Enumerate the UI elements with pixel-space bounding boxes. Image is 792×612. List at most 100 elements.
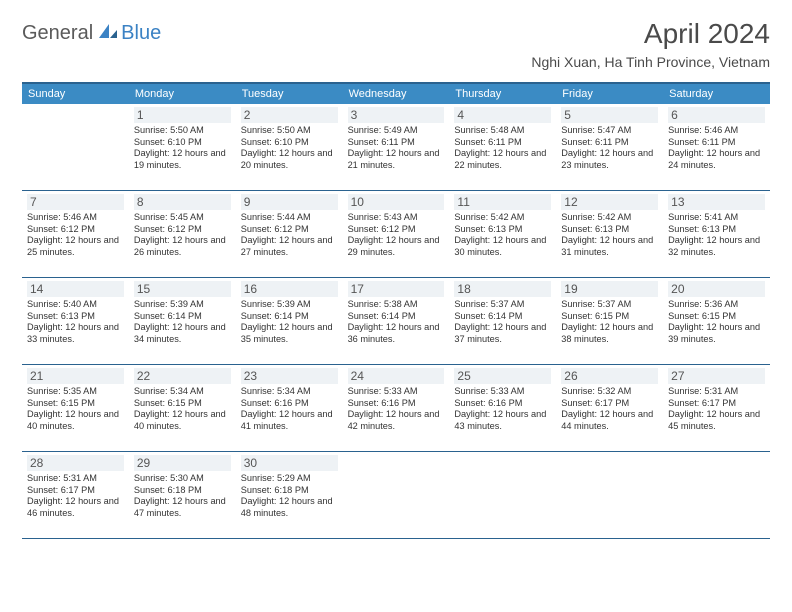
day-cell: 7Sunrise: 5:46 AMSunset: 6:12 PMDaylight…	[22, 191, 129, 277]
daylight-line: Daylight: 12 hours and 27 minutes.	[241, 235, 338, 258]
sunset-line: Sunset: 6:17 PM	[561, 398, 658, 410]
sunrise-line: Sunrise: 5:29 AM	[241, 473, 338, 485]
day-number: 1	[134, 107, 231, 123]
day-cell: 14Sunrise: 5:40 AMSunset: 6:13 PMDayligh…	[22, 278, 129, 364]
weeks-container: 1Sunrise: 5:50 AMSunset: 6:10 PMDaylight…	[22, 104, 770, 539]
week-row: 7Sunrise: 5:46 AMSunset: 6:12 PMDaylight…	[22, 191, 770, 278]
day-number: 23	[241, 368, 338, 384]
logo-text-general: General	[22, 22, 93, 45]
day-cell: 17Sunrise: 5:38 AMSunset: 6:14 PMDayligh…	[343, 278, 450, 364]
sunrise-line: Sunrise: 5:39 AM	[241, 299, 338, 311]
day-cell: 28Sunrise: 5:31 AMSunset: 6:17 PMDayligh…	[22, 452, 129, 538]
daylight-line: Daylight: 12 hours and 41 minutes.	[241, 409, 338, 432]
sunrise-line: Sunrise: 5:47 AM	[561, 125, 658, 137]
day-cell: 22Sunrise: 5:34 AMSunset: 6:15 PMDayligh…	[129, 365, 236, 451]
sunrise-line: Sunrise: 5:36 AM	[668, 299, 765, 311]
day-number: 22	[134, 368, 231, 384]
sunrise-line: Sunrise: 5:42 AM	[561, 212, 658, 224]
daylight-line: Daylight: 12 hours and 47 minutes.	[134, 496, 231, 519]
day-header: Sunday	[22, 84, 129, 104]
daylight-line: Daylight: 12 hours and 19 minutes.	[134, 148, 231, 171]
sunrise-line: Sunrise: 5:39 AM	[134, 299, 231, 311]
sunrise-line: Sunrise: 5:30 AM	[134, 473, 231, 485]
daylight-line: Daylight: 12 hours and 31 minutes.	[561, 235, 658, 258]
day-number: 9	[241, 194, 338, 210]
day-cell: 2Sunrise: 5:50 AMSunset: 6:10 PMDaylight…	[236, 104, 343, 190]
sunrise-line: Sunrise: 5:43 AM	[348, 212, 445, 224]
day-cell: 27Sunrise: 5:31 AMSunset: 6:17 PMDayligh…	[663, 365, 770, 451]
sunset-line: Sunset: 6:16 PM	[348, 398, 445, 410]
day-cell: 10Sunrise: 5:43 AMSunset: 6:12 PMDayligh…	[343, 191, 450, 277]
week-row: 1Sunrise: 5:50 AMSunset: 6:10 PMDaylight…	[22, 104, 770, 191]
sunset-line: Sunset: 6:15 PM	[27, 398, 124, 410]
day-number: 6	[668, 107, 765, 123]
sunset-line: Sunset: 6:18 PM	[134, 485, 231, 497]
day-cell: 3Sunrise: 5:49 AMSunset: 6:11 PMDaylight…	[343, 104, 450, 190]
sunrise-line: Sunrise: 5:44 AM	[241, 212, 338, 224]
daylight-line: Daylight: 12 hours and 26 minutes.	[134, 235, 231, 258]
day-number: 26	[561, 368, 658, 384]
sunrise-line: Sunrise: 5:38 AM	[348, 299, 445, 311]
day-cell: 29Sunrise: 5:30 AMSunset: 6:18 PMDayligh…	[129, 452, 236, 538]
daylight-line: Daylight: 12 hours and 39 minutes.	[668, 322, 765, 345]
day-cell	[343, 452, 450, 538]
day-number: 21	[27, 368, 124, 384]
daylight-line: Daylight: 12 hours and 25 minutes.	[27, 235, 124, 258]
sunrise-line: Sunrise: 5:32 AM	[561, 386, 658, 398]
sunrise-line: Sunrise: 5:46 AM	[668, 125, 765, 137]
sunset-line: Sunset: 6:13 PM	[454, 224, 551, 236]
day-number: 8	[134, 194, 231, 210]
day-number: 2	[241, 107, 338, 123]
daylight-line: Daylight: 12 hours and 40 minutes.	[134, 409, 231, 432]
logo: General Blue	[22, 18, 161, 45]
day-cell: 13Sunrise: 5:41 AMSunset: 6:13 PMDayligh…	[663, 191, 770, 277]
daylight-line: Daylight: 12 hours and 23 minutes.	[561, 148, 658, 171]
sunrise-line: Sunrise: 5:34 AM	[134, 386, 231, 398]
sunset-line: Sunset: 6:13 PM	[668, 224, 765, 236]
day-number: 4	[454, 107, 551, 123]
day-cell: 23Sunrise: 5:34 AMSunset: 6:16 PMDayligh…	[236, 365, 343, 451]
day-number: 18	[454, 281, 551, 297]
sunset-line: Sunset: 6:12 PM	[27, 224, 124, 236]
daylight-line: Daylight: 12 hours and 43 minutes.	[454, 409, 551, 432]
sunrise-line: Sunrise: 5:33 AM	[454, 386, 551, 398]
title-block: April 2024 Nghi Xuan, Ha Tinh Province, …	[531, 18, 770, 70]
sunset-line: Sunset: 6:11 PM	[668, 137, 765, 149]
day-cell	[22, 104, 129, 190]
daylight-line: Daylight: 12 hours and 21 minutes.	[348, 148, 445, 171]
calendar: Sunday Monday Tuesday Wednesday Thursday…	[22, 82, 770, 539]
day-cell: 1Sunrise: 5:50 AMSunset: 6:10 PMDaylight…	[129, 104, 236, 190]
sunrise-line: Sunrise: 5:46 AM	[27, 212, 124, 224]
sunrise-line: Sunrise: 5:34 AM	[241, 386, 338, 398]
day-cell: 4Sunrise: 5:48 AMSunset: 6:11 PMDaylight…	[449, 104, 556, 190]
daylight-line: Daylight: 12 hours and 45 minutes.	[668, 409, 765, 432]
sunset-line: Sunset: 6:18 PM	[241, 485, 338, 497]
day-number: 3	[348, 107, 445, 123]
sunrise-line: Sunrise: 5:42 AM	[454, 212, 551, 224]
sunrise-line: Sunrise: 5:37 AM	[561, 299, 658, 311]
day-cell: 5 Sunrise: 5:47 AMSunset: 6:11 PMDaylight…	[556, 104, 663, 190]
day-cell: 24Sunrise: 5:33 AMSunset: 6:16 PMDayligh…	[343, 365, 450, 451]
sunset-line: Sunset: 6:14 PM	[134, 311, 231, 323]
sunset-line: Sunset: 6:13 PM	[27, 311, 124, 323]
day-number: 15	[134, 281, 231, 297]
sunrise-line: Sunrise: 5:50 AM	[134, 125, 231, 137]
day-header: Saturday	[663, 84, 770, 104]
sunrise-line: Sunrise: 5:37 AM	[454, 299, 551, 311]
sunrise-line: Sunrise: 5:40 AM	[27, 299, 124, 311]
daylight-line: Daylight: 12 hours and 36 minutes.	[348, 322, 445, 345]
daylight-line: Daylight: 12 hours and 33 minutes.	[27, 322, 124, 345]
day-number: 28	[27, 455, 124, 471]
sunrise-line: Sunrise: 5:31 AM	[668, 386, 765, 398]
sunset-line: Sunset: 6:16 PM	[454, 398, 551, 410]
day-header: Thursday	[449, 84, 556, 104]
day-cell: 16Sunrise: 5:39 AMSunset: 6:14 PMDayligh…	[236, 278, 343, 364]
day-number: 30	[241, 455, 338, 471]
day-number: 17	[348, 281, 445, 297]
day-cell: 26Sunrise: 5:32 AMSunset: 6:17 PMDayligh…	[556, 365, 663, 451]
sunrise-line: Sunrise: 5:33 AM	[348, 386, 445, 398]
daylight-line: Daylight: 12 hours and 34 minutes.	[134, 322, 231, 345]
sunset-line: Sunset: 6:11 PM	[561, 137, 658, 149]
sunset-line: Sunset: 6:12 PM	[241, 224, 338, 236]
day-number: 5	[561, 107, 658, 123]
